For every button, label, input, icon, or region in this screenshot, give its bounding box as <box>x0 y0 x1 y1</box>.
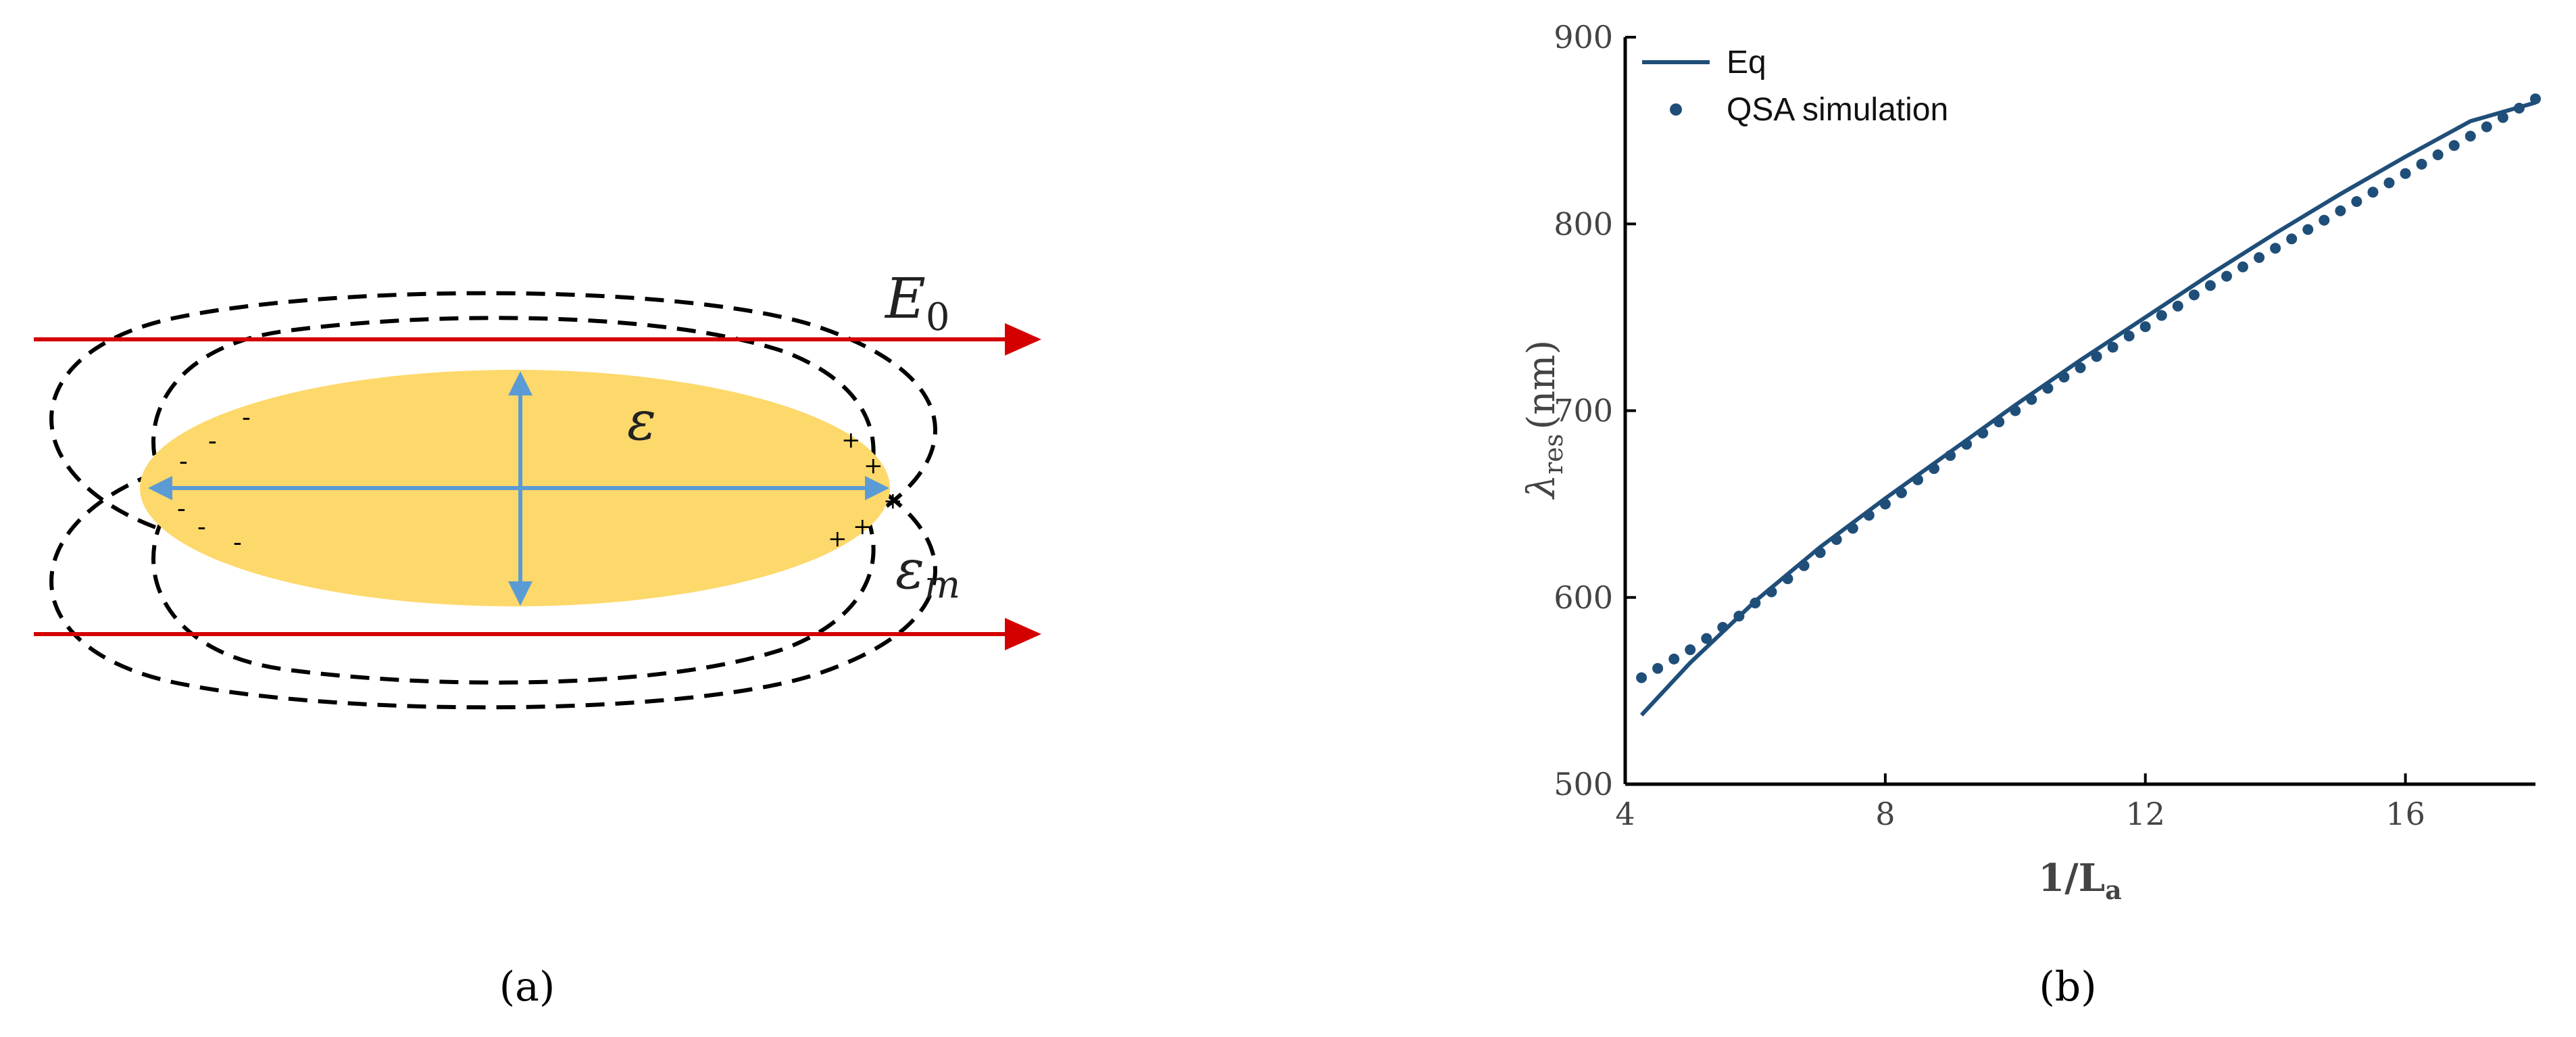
data-point-qsa <box>2254 252 2265 263</box>
data-point-qsa <box>1750 598 1761 608</box>
data-point-qsa <box>2058 371 2070 383</box>
data-point-qsa <box>2416 158 2427 170</box>
charge-neg-5: - <box>197 512 206 541</box>
data-point-qsa <box>2319 214 2330 226</box>
plot-series <box>1636 93 2541 717</box>
data-point-qsa <box>1782 573 1793 585</box>
data-point-qsa <box>2367 187 2379 198</box>
x-tick-label: 12 <box>2125 796 2165 832</box>
y-tick-label: 500 <box>1554 766 1613 802</box>
data-point-qsa <box>2026 393 2037 405</box>
data-point-qsa <box>2156 310 2167 321</box>
charge-pos-5: + <box>828 525 847 552</box>
x-axis-title: 1/La <box>2038 856 2121 905</box>
data-point-qsa <box>2448 140 2460 151</box>
data-point-qsa <box>2400 168 2411 179</box>
data-point-qsa <box>2172 300 2183 312</box>
data-point-qsa <box>2075 362 2086 373</box>
data-point-qsa <box>1717 622 1729 633</box>
data-point-qsa <box>2188 289 2200 301</box>
data-point-qsa <box>1993 416 2005 428</box>
legend-label-qsa: QSA simulation <box>1727 92 1948 128</box>
charge-neg-3: - <box>179 446 188 476</box>
data-point-qsa <box>2204 280 2216 291</box>
data-point-qsa <box>1977 427 1989 439</box>
data-point-qsa <box>1652 662 1664 674</box>
charge-pos-2: + <box>864 452 883 479</box>
data-point-qsa <box>1636 672 1648 683</box>
data-point-qsa <box>1668 653 1680 665</box>
field-loop-inner-top <box>151 316 876 529</box>
positive-charges: + + + + + <box>828 427 903 552</box>
data-point-qsa <box>2139 321 2151 333</box>
charge-neg-2: - <box>242 402 251 432</box>
y-tick-label: 800 <box>1554 206 1613 242</box>
panel-b-caption: (b) <box>2039 963 2096 1011</box>
data-point-qsa <box>1912 474 1923 485</box>
series-line-eq <box>1639 100 2536 717</box>
x-ticks: 4 8 12 16 <box>1615 773 2425 832</box>
y-ticks: 500 600 700 800 900 <box>1554 19 1636 802</box>
charge-neg-4: - <box>177 493 186 523</box>
data-point-qsa <box>1831 534 1842 546</box>
y-tick-label: 900 <box>1554 19 1613 55</box>
data-point-qsa <box>1929 463 1939 475</box>
y-tick-label: 700 <box>1554 393 1613 429</box>
data-point-qsa <box>2432 149 2444 160</box>
data-point-qsa <box>2513 103 2525 114</box>
data-point-qsa <box>2351 196 2362 208</box>
particle-permittivity-label: ε <box>627 389 656 452</box>
data-point-qsa <box>1685 644 1696 656</box>
data-point-qsa <box>1701 633 1712 644</box>
data-point-qsa <box>1945 450 1956 461</box>
data-point-qsa <box>2270 243 2281 254</box>
medium-permittivity-label: εm <box>895 538 960 607</box>
data-point-qsa <box>1847 523 1858 534</box>
data-point-qsa <box>1814 547 1826 558</box>
data-point-qsa <box>2010 405 2021 416</box>
data-point-qsa <box>1798 560 1810 571</box>
charge-pos-4: + <box>853 513 872 540</box>
data-point-qsa <box>2123 331 2135 341</box>
data-point-qsa <box>2042 383 2054 394</box>
panel-a-caption: (a) <box>499 963 555 1011</box>
data-point-qsa <box>1896 487 1907 498</box>
y-tick-label: 600 <box>1554 579 1613 616</box>
data-point-qsa <box>2091 351 2102 362</box>
charge-pos-3: + <box>883 487 903 514</box>
data-point-qsa <box>2237 261 2248 272</box>
negative-charges: - - - - - - <box>177 402 251 557</box>
charge-neg-6: - <box>233 527 242 557</box>
data-point-qsa <box>2464 130 2476 142</box>
data-point-qsa <box>2107 341 2119 353</box>
x-tick-label: 4 <box>1615 796 1635 832</box>
data-point-qsa <box>1766 586 1777 598</box>
data-point-qsa <box>2302 224 2314 235</box>
field-loop-inner-bottom <box>151 471 876 685</box>
data-point-qsa <box>2481 121 2492 132</box>
data-point-qsa <box>1733 610 1745 622</box>
x-tick-label: 8 <box>1875 796 1895 832</box>
data-point-qsa <box>2335 205 2346 216</box>
data-point-qsa <box>2383 177 2395 189</box>
data-point-qsa <box>1879 498 1891 510</box>
dipole-field-lines <box>49 291 937 710</box>
charge-pos-1: + <box>841 427 861 454</box>
data-point-qsa <box>1863 510 1875 521</box>
legend-label-eq: Eq <box>1727 45 1766 80</box>
legend: Eq QSA simulation <box>1642 45 1948 128</box>
incident-field-label: E0 <box>884 267 950 339</box>
data-point-qsa <box>2497 112 2508 123</box>
chart-panel-b: 500 600 700 800 900 4 8 12 16 λres(nm) 1/La Eq … <box>1520 19 2541 905</box>
legend-point-swatch <box>1670 103 1682 116</box>
data-point-qsa <box>1961 439 1973 450</box>
data-point-qsa <box>2221 270 2232 282</box>
charge-neg-1: - <box>208 426 217 456</box>
x-tick-label: 16 <box>2385 796 2425 832</box>
data-point-qsa <box>2286 233 2298 245</box>
panel-a-diagram: - - - - - - + + + + + E0 ε εm <box>34 267 1041 710</box>
data-point-qsa <box>2530 93 2541 105</box>
y-axis-title: λres(nm) <box>1520 340 1568 500</box>
